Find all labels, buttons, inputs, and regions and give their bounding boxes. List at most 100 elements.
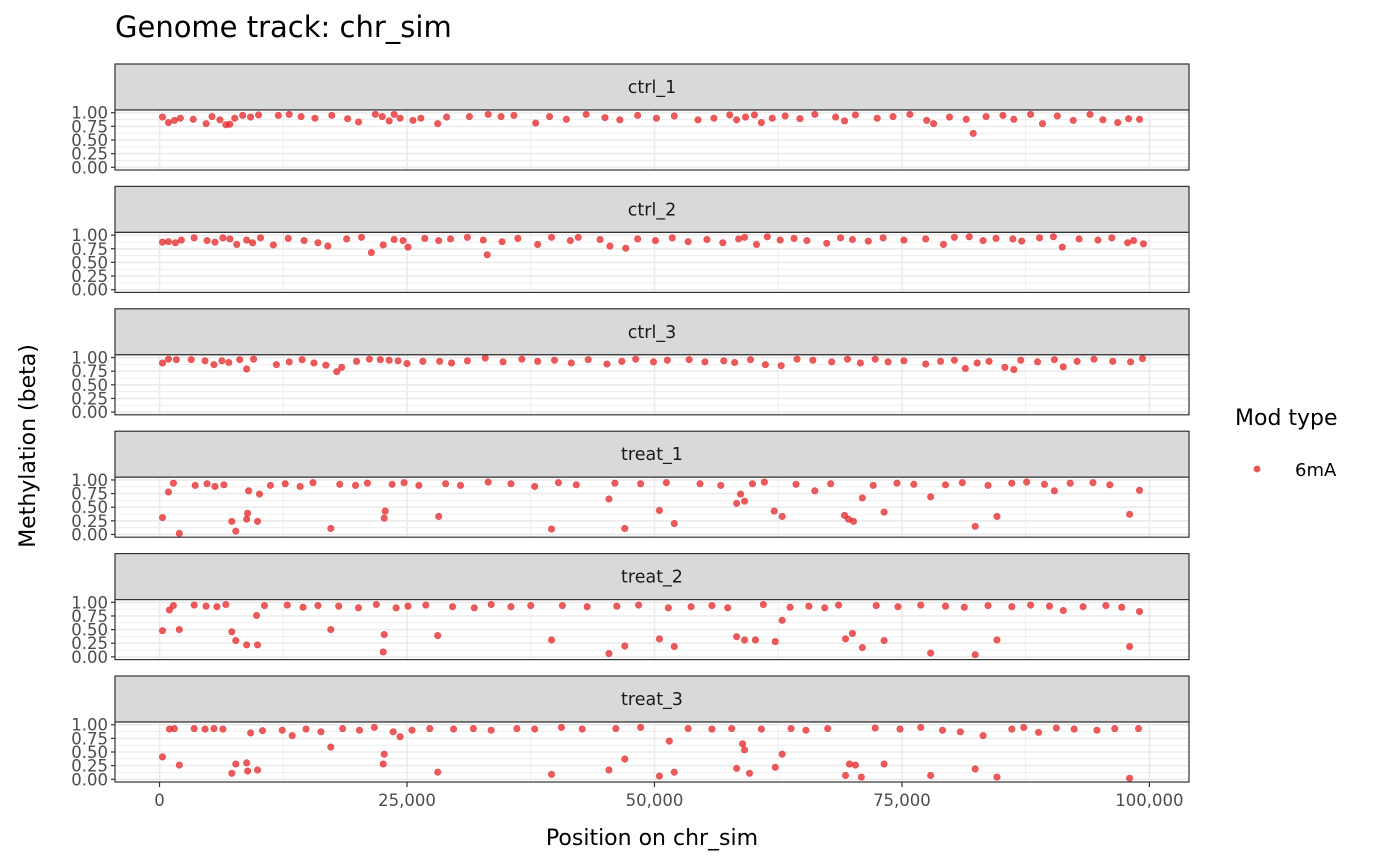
data-point [171,239,179,247]
data-point [164,355,173,363]
data-point [201,357,209,365]
data-point [175,761,183,769]
data-point [284,234,292,242]
data-point [1059,606,1067,615]
data-point [731,358,739,367]
data-point [300,236,308,245]
data-point [311,114,319,122]
data-point [719,239,727,247]
data-point [310,359,318,367]
data-point [858,643,866,652]
data-point [379,760,387,768]
data-point [333,368,341,376]
data-point [605,766,613,774]
data-point [422,601,430,609]
y-tick-label: 0.75 [71,362,108,381]
data-point [218,357,226,365]
data-point [760,478,768,486]
data-point [222,600,230,609]
data-point [740,497,749,505]
data-point [851,111,860,119]
data-point [864,237,872,245]
data-point [228,769,236,777]
panel-treat_2: treat_2 0.000.250.500.751.00 [71,552,1190,667]
data-point [871,724,879,732]
data-point [547,636,556,644]
data-point [856,359,864,367]
y-tick-label: 0.50 [71,376,108,395]
data-point [487,726,495,734]
data-point [736,490,745,498]
data-point [415,481,423,489]
y-tick-label: 0.75 [71,485,108,504]
data-point [288,732,296,740]
data-point [164,488,173,496]
strip-header [114,430,1190,478]
data-point [1010,115,1018,123]
data-point [408,726,416,734]
data-point [1049,233,1057,241]
data-point [190,601,198,609]
data-point [752,240,761,248]
data-point [243,641,251,649]
data-point [1090,355,1098,363]
data-point [260,601,269,610]
data-point [950,356,959,364]
data-point [962,115,970,123]
data-point [849,517,858,525]
data-point [843,355,852,363]
data-point [612,724,620,733]
data-point [399,236,407,245]
strip-header [114,675,1190,723]
strip-header [114,308,1190,356]
data-point [296,482,304,491]
data-point [992,234,1000,242]
data-point [1018,237,1026,245]
data-point [258,727,267,735]
data-point [973,359,981,367]
data-point [499,358,507,366]
data-point [232,760,240,768]
data-point [879,234,887,242]
data-point [1001,363,1009,371]
data-point [228,517,236,525]
data-point [1126,510,1134,518]
data-point [324,242,332,250]
data-point [1027,601,1035,609]
data-point [170,724,178,733]
panel-ctrl_1: ctrl_1 0.000.250.500.751.00 [71,63,1190,177]
data-point [993,636,1001,644]
data-point [858,494,866,502]
data-point [274,111,282,120]
data-point [884,358,892,366]
data-point [210,361,218,369]
data-point [285,358,293,366]
data-point [703,235,711,244]
strip-header [114,185,1190,233]
data-point [225,358,233,367]
data-point [745,769,754,777]
data-point [228,628,236,636]
data-point [1009,235,1017,243]
data-point [380,750,388,758]
data-point [941,602,950,610]
data-point [435,236,443,245]
data-point [1020,723,1028,732]
data-point [605,649,613,658]
data-point [922,235,930,243]
y-tick-label: 0.00 [71,770,108,789]
strip-label: ctrl_2 [628,200,676,220]
data-point [917,723,925,732]
data-point [574,233,582,241]
data-point [484,110,492,118]
data-point [894,603,902,611]
data-point [380,630,388,639]
data-point [984,601,992,610]
data-point [632,355,640,363]
y-tick-label: 0.25 [71,389,108,408]
data-point [269,241,277,249]
data-point [354,604,363,612]
data-point [945,113,954,121]
data-point [176,114,184,122]
